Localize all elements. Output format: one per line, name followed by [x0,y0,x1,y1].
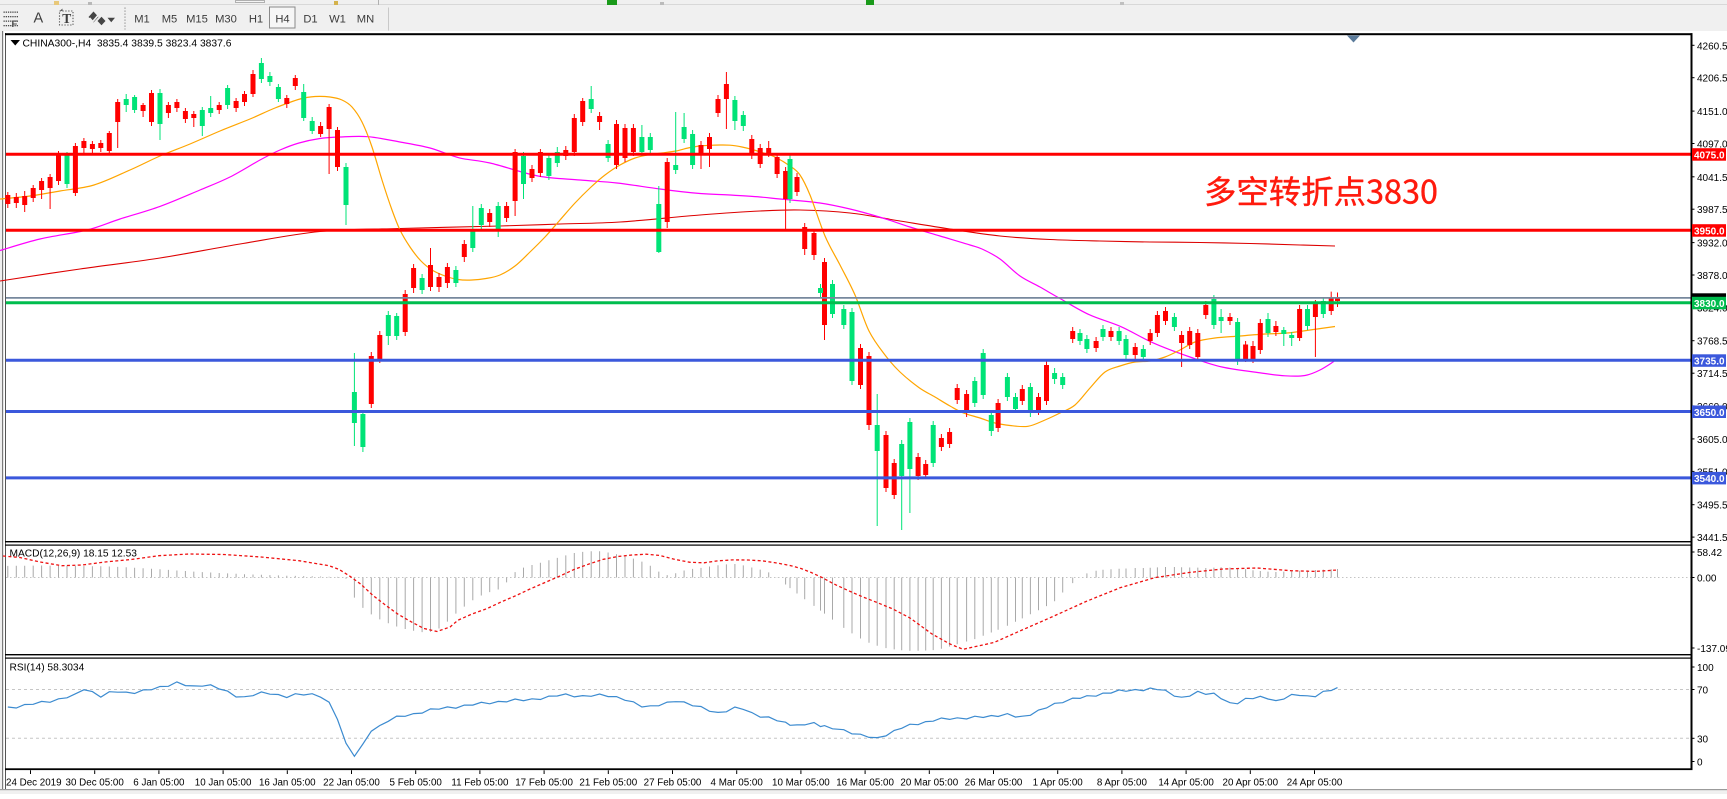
svg-text:4075.0: 4075.0 [1694,151,1725,162]
svg-text:58.42: 58.42 [1697,548,1722,559]
svg-text:21 Feb 05:00: 21 Feb 05:00 [579,777,637,788]
svg-text:8 Apr 05:00: 8 Apr 05:00 [1097,777,1148,788]
svg-text:3495.5: 3495.5 [1697,501,1727,512]
svg-text:3605.0: 3605.0 [1697,435,1727,446]
svg-text:3441.5: 3441.5 [1697,533,1727,544]
svg-text:D1: D1 [303,14,317,26]
svg-text:24 Apr 05:00: 24 Apr 05:00 [1287,777,1343,788]
svg-text:-137.09: -137.09 [1697,644,1727,655]
svg-text:26 Mar 05:00: 26 Mar 05:00 [965,777,1023,788]
svg-text:24 Dec 2019: 24 Dec 2019 [6,777,62,788]
svg-text:11 Feb 05:00: 11 Feb 05:00 [451,777,509,788]
svg-text:16 Jan 05:00: 16 Jan 05:00 [259,777,316,788]
svg-text:A: A [34,11,44,27]
svg-text:30 Dec 05:00: 30 Dec 05:00 [66,777,125,788]
svg-text:3950.0: 3950.0 [1694,227,1725,238]
svg-text:14 Apr 05:00: 14 Apr 05:00 [1158,777,1214,788]
svg-text:3540.0: 3540.0 [1694,474,1725,485]
svg-text:3987.5: 3987.5 [1697,205,1727,216]
svg-text:70: 70 [1697,686,1709,697]
svg-text:10 Jan 05:00: 10 Jan 05:00 [195,777,252,788]
svg-text:M15: M15 [186,14,208,26]
svg-text:100: 100 [1697,663,1714,674]
svg-text:20 Mar 05:00: 20 Mar 05:00 [900,777,958,788]
svg-text:CHINA300-,H4 3835.4 3839.5 38: CHINA300-,H4 3835.4 3839.5 3823.4 3837.6 [23,39,232,50]
svg-text:4 Mar 05:00: 4 Mar 05:00 [711,777,764,788]
svg-text:4097.0: 4097.0 [1697,140,1727,151]
svg-text:3735.0: 3735.0 [1694,357,1725,368]
svg-text:0.00: 0.00 [1697,574,1717,585]
svg-text:M30: M30 [215,14,237,26]
svg-text:F: F [12,19,18,30]
svg-text:27 Feb 05:00: 27 Feb 05:00 [644,777,702,788]
svg-text:4206.5: 4206.5 [1697,74,1727,85]
svg-text:4151.0: 4151.0 [1697,107,1727,118]
svg-text:3830.0: 3830.0 [1694,299,1725,310]
svg-text:22 Jan 05:00: 22 Jan 05:00 [323,777,380,788]
svg-text:MACD(12,26,9) 18.15 12.53: MACD(12,26,9) 18.15 12.53 [10,549,138,560]
svg-text:3650.0: 3650.0 [1694,408,1725,419]
svg-text:20 Apr 05:00: 20 Apr 05:00 [1223,777,1279,788]
svg-text:17 Feb 05:00: 17 Feb 05:00 [515,777,573,788]
svg-text:6 Jan 05:00: 6 Jan 05:00 [133,777,185,788]
svg-text:T: T [62,11,71,26]
svg-text:M1: M1 [134,14,150,26]
svg-text:M5: M5 [162,14,178,26]
svg-text:H1: H1 [249,14,263,26]
svg-text:16 Mar 05:00: 16 Mar 05:00 [836,777,894,788]
svg-text:30: 30 [1697,734,1709,745]
svg-text:W1: W1 [329,14,346,26]
svg-text:1 Apr 05:00: 1 Apr 05:00 [1033,777,1084,788]
svg-text:5 Feb 05:00: 5 Feb 05:00 [390,777,443,788]
svg-text:3932.0: 3932.0 [1697,239,1727,250]
svg-text:3768.5: 3768.5 [1697,337,1727,348]
svg-text:0: 0 [1697,758,1703,769]
svg-text:MN: MN [357,14,374,26]
svg-text:4041.5: 4041.5 [1697,173,1727,184]
svg-text:3878.0: 3878.0 [1697,271,1727,282]
svg-text:RSI(14) 58.3034: RSI(14) 58.3034 [10,663,85,674]
svg-text:4260.5: 4260.5 [1697,41,1727,52]
svg-text:10 Mar 05:00: 10 Mar 05:00 [772,777,830,788]
svg-text:H4: H4 [275,14,289,26]
svg-text:3714.5: 3714.5 [1697,369,1727,380]
